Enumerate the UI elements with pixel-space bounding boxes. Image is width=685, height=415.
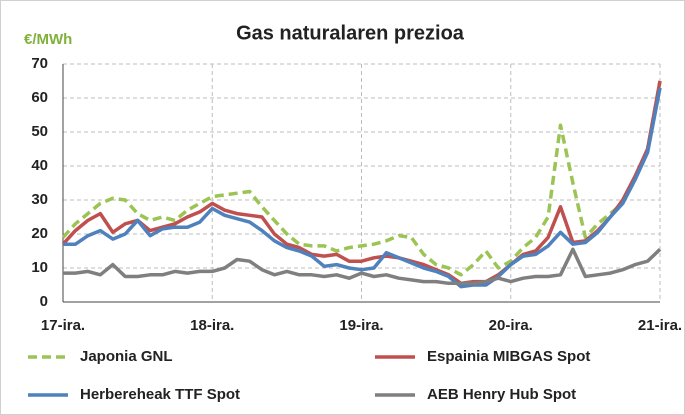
- line-series: [63, 87, 662, 289]
- legend-label: Japonia GNL: [80, 348, 173, 365]
- y-tick-label: 70: [31, 55, 48, 72]
- x-tick-label: 21-ira.: [638, 317, 682, 334]
- y-tick-label: 0: [40, 293, 48, 310]
- y-tick-label: 10: [31, 259, 48, 276]
- y-tick-label: 30: [31, 191, 48, 208]
- x-tick-label: 19-ira.: [339, 317, 383, 334]
- x-tick-label: 17-ira.: [41, 317, 85, 334]
- legend-label: Herbereheak TTF Spot: [80, 386, 240, 403]
- chart-title: Gas naturalaren prezioa: [236, 22, 465, 44]
- x-tick-label: 20-ira.: [489, 317, 533, 334]
- y-tick-label: 60: [31, 89, 48, 106]
- x-tick-label: 18-ira.: [190, 317, 234, 334]
- legend-label: AEB Henry Hub Spot: [427, 386, 576, 403]
- y-tick-label: 50: [31, 123, 48, 140]
- line-series: [61, 80, 662, 277]
- line-series: [63, 247, 662, 286]
- legend-label: Espainia MIBGAS Spot: [427, 348, 590, 365]
- y-axis-label: €/MWh: [24, 31, 72, 48]
- y-tick-label: 40: [31, 157, 48, 174]
- y-tick-label: 20: [31, 225, 48, 242]
